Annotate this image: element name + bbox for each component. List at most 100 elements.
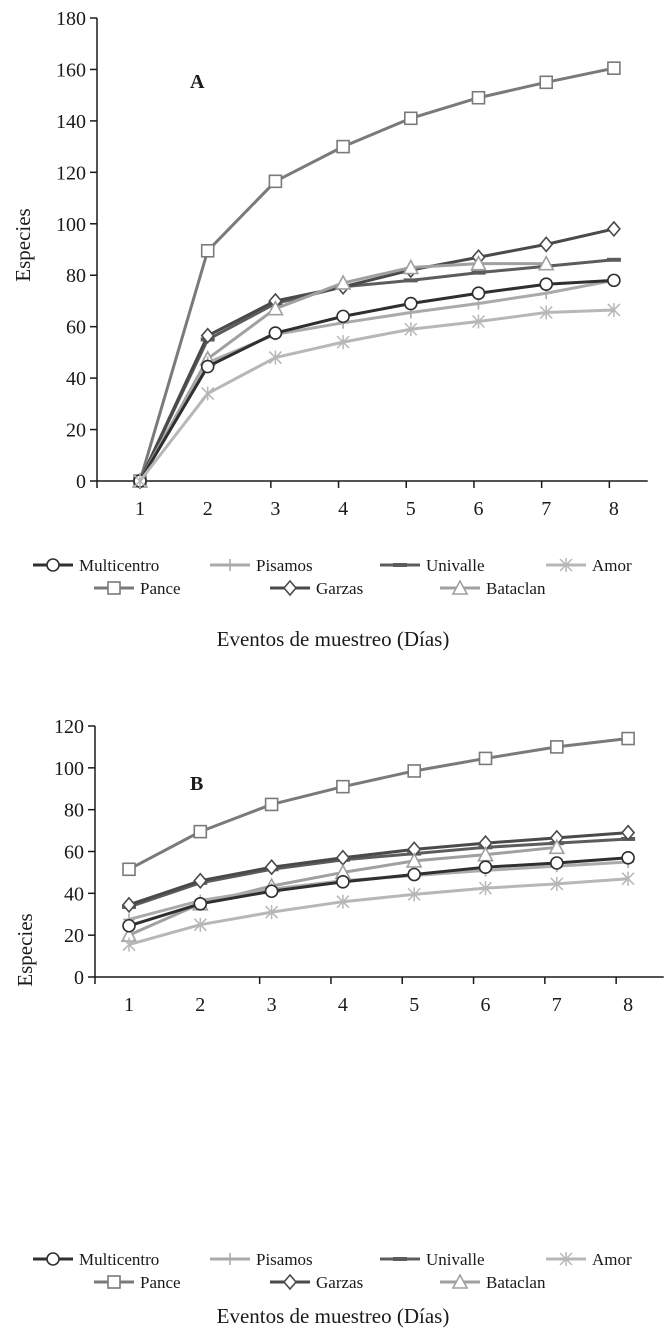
legend-item-garzas: Garzas <box>270 579 363 598</box>
data-point <box>335 849 350 867</box>
series-line-multicentro <box>138 278 614 482</box>
legend-item-univalle: Univalle <box>380 556 485 575</box>
data-point <box>265 905 279 920</box>
data-point <box>606 220 621 238</box>
data-point <box>621 871 635 886</box>
data-point <box>336 875 350 889</box>
data-point <box>200 327 215 344</box>
chart-panel-a: 0 20 40 60 80 100 120 140 160 180 1 2 3 4 5 6 7 8 Especies… <box>11 8 648 651</box>
x-axis-title: Eventos de muestreo (Días) <box>217 627 450 651</box>
legend-swatch-marker <box>559 558 573 572</box>
data-point <box>403 111 418 126</box>
legend-label: Amor <box>592 556 632 575</box>
x-tick-label: 1 <box>124 994 134 1016</box>
legend-label: Pance <box>140 579 181 598</box>
series-amor <box>133 302 621 488</box>
legend-swatch-marker <box>559 1252 573 1266</box>
legend-item-garzas: Garzas <box>270 1273 363 1292</box>
data-point <box>407 887 421 902</box>
y-tick-label: 80 <box>64 800 84 822</box>
legend-item-pisamos: Pisamos <box>210 1250 313 1269</box>
legend-swatch-marker <box>224 559 236 571</box>
y-tick-label: 80 <box>66 265 86 287</box>
data-point <box>471 314 486 329</box>
data-point <box>550 876 564 891</box>
data-point <box>267 299 284 316</box>
legend-item-multicentro: Multicentro <box>33 556 159 575</box>
legend-label: Pance <box>140 1273 181 1292</box>
series-line-pisamos <box>128 860 629 921</box>
data-point <box>268 174 283 189</box>
y-tick-label: 100 <box>56 214 86 236</box>
y-tick-label: 0 <box>74 967 84 989</box>
legend-item-bataclan: Bataclan <box>440 579 546 598</box>
data-point <box>193 824 208 839</box>
y-tick-label: 60 <box>64 842 84 864</box>
legend-label: Garzas <box>316 579 363 598</box>
data-point <box>471 286 486 301</box>
data-point <box>122 918 136 933</box>
legend-item-pance: Pance <box>94 1273 181 1292</box>
series-line-amor <box>138 308 614 482</box>
series-line-univalle <box>128 837 629 909</box>
y-tick-label: 100 <box>54 758 84 780</box>
legend-item-bataclan: Bataclan <box>440 1273 546 1292</box>
data-point <box>336 779 350 794</box>
data-point <box>403 296 418 311</box>
data-point <box>607 61 621 75</box>
data-point <box>470 254 487 271</box>
data-point <box>201 386 215 401</box>
data-point <box>478 751 493 766</box>
data-point <box>268 350 282 365</box>
y-axis-title: Especies <box>11 208 35 281</box>
data-point <box>268 326 283 340</box>
legend-item-pisamos: Pisamos <box>210 556 313 575</box>
data-point <box>122 862 136 877</box>
series-pance <box>122 731 635 877</box>
data-point <box>133 474 147 488</box>
x-tick-label: 4 <box>338 498 348 520</box>
x-tick-label: 4 <box>338 994 348 1016</box>
series-pisamos <box>134 274 620 487</box>
y-tick-label: 120 <box>54 716 84 738</box>
data-point <box>537 254 555 271</box>
y-tick-label: 20 <box>66 420 86 442</box>
legend-item-pance: Pance <box>94 579 181 598</box>
data-point <box>264 884 279 899</box>
data-point <box>407 867 422 882</box>
legend-item-multicentro: Multicentro <box>33 1250 159 1269</box>
y-tick-label: 60 <box>66 317 86 339</box>
x-tick-label: 2 <box>203 498 213 520</box>
legend-swatch-marker <box>451 579 469 595</box>
data-point <box>607 302 621 317</box>
legend-label: Univalle <box>426 1250 485 1269</box>
data-point <box>539 236 554 253</box>
x-tick-label: 8 <box>623 994 633 1016</box>
data-point <box>336 309 350 324</box>
series-multicentro <box>133 273 621 488</box>
data-point <box>193 872 208 890</box>
x-tick-label: 5 <box>409 994 419 1016</box>
legend-label: Garzas <box>316 1273 363 1292</box>
x-tick-label: 3 <box>270 498 280 520</box>
series-line-amor <box>128 877 629 947</box>
x-tick-label: 3 <box>267 994 277 1016</box>
legend-swatch-marker <box>282 579 298 597</box>
legend-swatch-marker <box>282 1273 298 1291</box>
x-axis-title: Eventos de muestreo (Días) <box>217 1304 450 1328</box>
panel-letter: B <box>190 773 203 795</box>
y-tick-label: 160 <box>56 59 86 81</box>
chart-panel-b: 0 20 40 60 80 100 120 1 2 3 4 5 6 7 8 Especies Eventos d… <box>13 716 664 1328</box>
data-point <box>478 881 493 896</box>
data-point <box>621 731 635 746</box>
data-point <box>471 90 486 105</box>
data-point <box>402 258 420 275</box>
data-point <box>539 277 554 292</box>
y-tick-label: 180 <box>56 8 86 30</box>
y-tick-label: 0 <box>76 471 86 493</box>
legend-item-univalle: Univalle <box>380 1250 485 1269</box>
legend: Multicentro Pisamos Univalle Amor Pance Garza… <box>33 556 632 598</box>
panel-letter: A <box>190 71 205 93</box>
y-tick-label: 140 <box>56 111 86 133</box>
data-point <box>478 860 493 874</box>
